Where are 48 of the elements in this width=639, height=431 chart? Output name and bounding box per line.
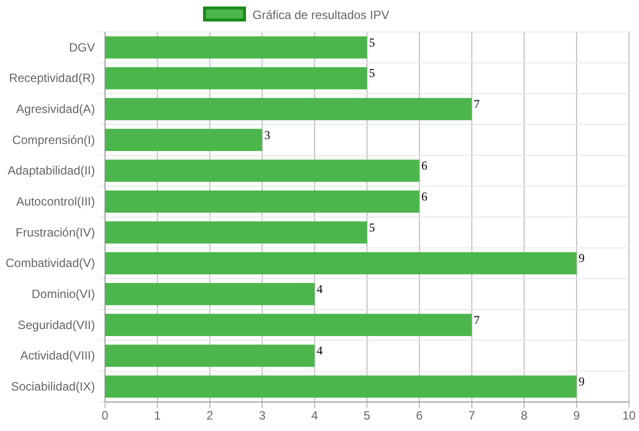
y-tick-label: Seguridad(VII) [18,318,95,332]
data-label: 5 [369,35,375,50]
x-tick-label: 2 [206,408,214,423]
bar [105,190,420,213]
y-tick-label: Frustración(IV) [16,225,95,240]
data-label: 6 [421,158,428,173]
x-tick-label: 10 [622,408,636,423]
data-label: 3 [264,128,270,142]
bar [105,98,472,120]
data-label: 4 [316,282,323,296]
y-tick-label: Autocontrol(III) [16,194,95,208]
y-tick-label: Sociabilidad(IX) [10,379,95,394]
y-tick-label: Combatividad(V) [6,256,95,270]
data-label: 7 [474,312,480,327]
data-label: 9 [578,251,585,266]
y-tick-label: Agresividad(A) [16,102,95,116]
bar [105,128,262,152]
y-tick-label: Comprensión(I) [12,132,95,147]
y-tick-label: Actividad(VIII) [20,348,95,363]
x-tick-label: 7 [468,408,476,423]
bar [105,375,577,398]
bar [105,221,367,244]
y-tick-label: Receptividad(R) [8,71,95,86]
x-tick-label: 1 [154,408,162,423]
bar [105,36,367,59]
y-tick-label: Dominio(VI) [32,286,95,301]
x-tick-label: 5 [364,408,371,423]
x-tick-label: 6 [416,408,424,423]
data-label: 4 [316,344,323,358]
y-tick-label: DGV [68,40,95,54]
x-tick-label: 3 [258,408,266,423]
data-label: 5 [369,66,375,80]
legend-label: Gráfica de resultados IPV [252,8,390,22]
x-tick-label: 8 [520,408,528,423]
bar [105,344,315,367]
x-tick-label: 9 [573,408,580,423]
bar [105,160,420,182]
bar [105,282,315,306]
data-label: 7 [474,96,480,111]
y-tick-label: Adaptabilidad(II) [8,164,95,178]
bar [105,252,577,274]
data-label: 6 [421,189,428,204]
data-label: 9 [578,374,585,388]
bar [105,314,472,336]
x-tick-label: 0 [102,408,109,423]
data-label: 5 [369,220,375,234]
bar [105,67,367,90]
x-tick-label: 4 [311,408,318,423]
